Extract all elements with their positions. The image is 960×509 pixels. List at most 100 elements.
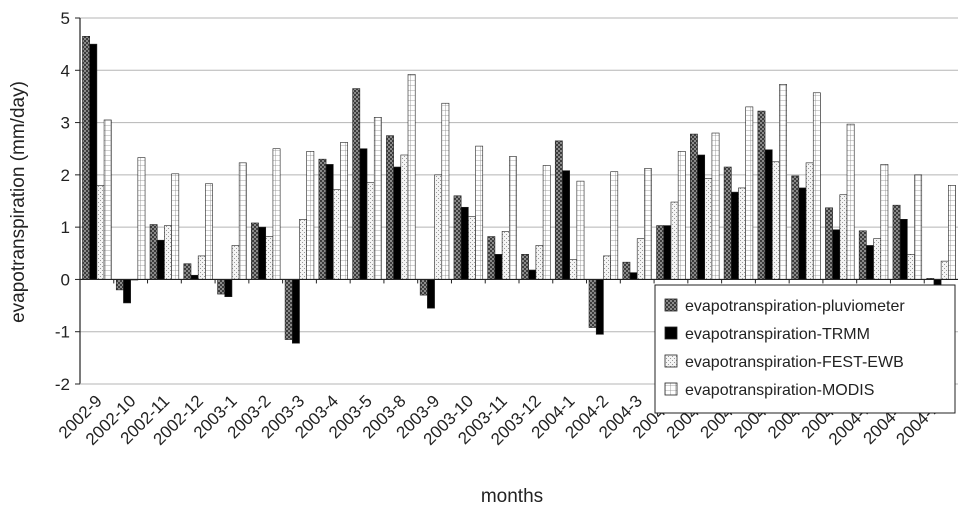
y-tick-label: -2 [55, 375, 70, 394]
bar-grid [711, 132, 720, 280]
bar-grid [745, 106, 754, 280]
bar-grid [272, 148, 281, 280]
bar-light-dotted [940, 260, 949, 280]
bar-grid [340, 142, 348, 280]
legend-label: evapotranspiration-MODIS [685, 382, 874, 399]
y-axis-title: evapotranspiration (mm/day) [8, 81, 29, 323]
bar-dark-checker [757, 110, 766, 280]
bar-solid-black [730, 191, 739, 280]
bar-solid-black [494, 254, 503, 280]
bar-light-dotted [332, 189, 341, 280]
legend-label: evapotranspiration-pluviometer [685, 298, 905, 315]
bar-solid-black [832, 229, 841, 280]
bar-dark-checker [656, 225, 665, 280]
bar-dark-checker [149, 224, 158, 280]
bar-grid [509, 156, 517, 280]
bar-light-dotted [197, 255, 206, 280]
bar-solid-black [393, 166, 402, 280]
legend-swatch [664, 298, 678, 312]
bar-grid [542, 165, 551, 280]
bar-light-dotted [164, 225, 172, 280]
bar-solid-black [156, 239, 165, 280]
bar-solid-black [291, 279, 300, 344]
bar-solid-black [899, 219, 908, 280]
bar-light-dotted [603, 255, 611, 280]
bar-grid [238, 162, 247, 280]
bar-grid [677, 151, 686, 280]
bar-dark-checker [217, 279, 226, 295]
bar-dark-checker [115, 279, 124, 291]
bar-solid-black [224, 279, 233, 297]
bar-grid [914, 174, 923, 280]
bar-grid [779, 84, 787, 280]
bar-solid-black [697, 154, 706, 280]
bar-dark-checker [588, 279, 597, 328]
bar-light-dotted [535, 245, 544, 280]
legend-label: evapotranspiration-FEST-EWB [685, 354, 904, 371]
bar-dark-checker [183, 263, 192, 280]
bar-grid [205, 183, 213, 280]
bar-dark-checker [825, 207, 833, 280]
bar-light-dotted [468, 216, 476, 280]
y-tick-label: 2 [61, 166, 70, 185]
bar-solid-black [427, 279, 435, 309]
y-tick-label: 0 [61, 270, 70, 289]
legend-box [654, 284, 956, 414]
bar-grid [475, 145, 484, 280]
bar-solid-black [629, 272, 638, 280]
legend-swatch [664, 354, 678, 368]
x-axis-title: months [481, 486, 543, 507]
bar-dark-checker [251, 222, 259, 280]
bar-grid [948, 185, 956, 280]
bar-light-dotted [771, 161, 780, 280]
bar-light-dotted [299, 219, 307, 280]
legend-swatch [664, 382, 678, 396]
bar-solid-black [663, 225, 672, 280]
bar-grid [306, 151, 315, 280]
bar-grid [812, 92, 821, 280]
legend-swatch [664, 326, 678, 340]
y-tick-label: -1 [55, 323, 70, 342]
bar-light-dotted [231, 245, 240, 280]
bar-light-dotted [636, 238, 645, 280]
bar-solid-black [190, 274, 199, 280]
bar-solid-black [123, 279, 131, 304]
bar-grid [137, 157, 146, 280]
bar-dark-checker [352, 88, 361, 280]
bar-light-dotted [907, 254, 915, 280]
bar-grid [407, 74, 416, 280]
y-tick-label: 3 [61, 114, 70, 133]
y-tick-label: 5 [61, 9, 70, 28]
bar-grid [880, 164, 889, 280]
y-tick-label: 4 [61, 61, 70, 80]
bar-light-dotted [434, 174, 443, 280]
bar-light-dotted [873, 238, 882, 280]
bar-solid-black [528, 269, 537, 280]
bar-light-dotted [704, 178, 713, 280]
bar-grid [171, 173, 180, 280]
legend: evapotranspiration-pluviometer evapotrans… [654, 284, 956, 414]
bar-solid-black [325, 164, 334, 280]
bar-solid-black [798, 187, 807, 280]
bar-dark-checker [892, 204, 901, 280]
bar-dark-checker [386, 135, 394, 280]
bar-light-dotted [569, 259, 578, 280]
bar-solid-black [562, 170, 570, 280]
bar-solid-black [595, 279, 604, 335]
bar-solid-black [460, 206, 469, 280]
bar-light-dotted [670, 201, 679, 280]
bar-dark-checker [554, 140, 563, 280]
bar-grid [441, 102, 450, 280]
bar-grid [103, 119, 112, 280]
bar-dark-checker [622, 261, 631, 280]
bar-solid-black [258, 226, 267, 280]
bar-dark-checker [858, 230, 867, 280]
bar-light-dotted [400, 154, 409, 280]
bar-grid [576, 180, 585, 280]
bar-grid [610, 171, 619, 280]
bar-solid-black [89, 43, 98, 280]
y-tick-label: 1 [61, 218, 70, 237]
bar-solid-black [866, 245, 874, 280]
bar-dark-checker [82, 35, 90, 280]
